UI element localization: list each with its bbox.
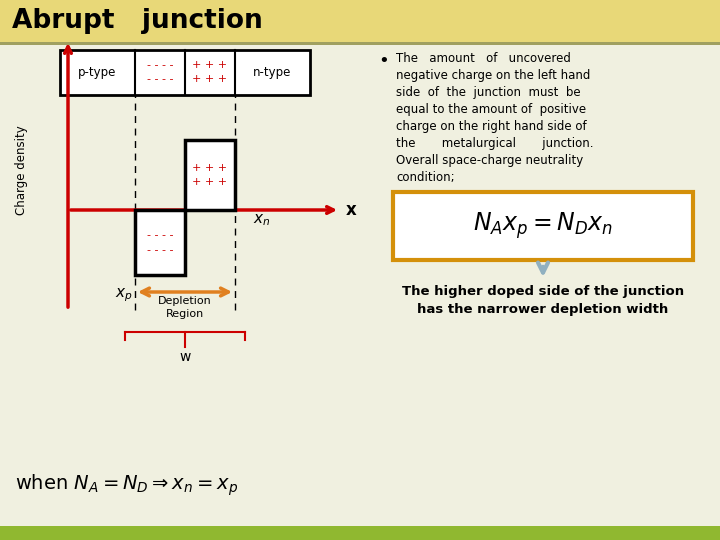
Bar bbox=[185, 140, 235, 210]
Bar bbox=[0, 0, 720, 42]
Text: charge on the right hand side of: charge on the right hand side of bbox=[396, 120, 587, 133]
Bar bbox=[60, 50, 310, 95]
Text: side  of  the  junction  must  be: side of the junction must be bbox=[396, 86, 580, 99]
Text: negative charge on the left hand: negative charge on the left hand bbox=[396, 69, 590, 82]
Text: The   amount   of   uncovered: The amount of uncovered bbox=[396, 52, 571, 65]
Text: - - - -
- - - -: - - - - - - - - bbox=[147, 60, 174, 84]
Text: $x_p$: $x_p$ bbox=[115, 286, 133, 304]
Text: equal to the amount of  positive: equal to the amount of positive bbox=[396, 103, 586, 116]
Text: - - - -
- - - -: - - - - - - - - bbox=[147, 230, 174, 255]
Text: + + +
+ + +: + + + + + + bbox=[192, 60, 228, 84]
Text: + + +
+ + +: + + + + + + bbox=[192, 163, 228, 187]
Text: Charge density: Charge density bbox=[16, 125, 29, 215]
Bar bbox=[135, 210, 185, 275]
Text: n-type: n-type bbox=[253, 66, 292, 79]
Text: $N_A x_p = N_D x_n$: $N_A x_p = N_D x_n$ bbox=[473, 211, 613, 241]
Text: x: x bbox=[346, 201, 356, 219]
Text: p-type: p-type bbox=[78, 66, 117, 79]
Text: $x_n$: $x_n$ bbox=[253, 212, 271, 228]
Bar bbox=[0, 526, 720, 540]
Text: condition;: condition; bbox=[396, 171, 454, 184]
Bar bbox=[0, 42, 720, 45]
Text: Abrupt   junction: Abrupt junction bbox=[12, 8, 263, 34]
Bar bbox=[393, 192, 693, 260]
Text: The higher doped side of the junction
has the narrower depletion width: The higher doped side of the junction ha… bbox=[402, 285, 684, 316]
Text: •: • bbox=[378, 52, 389, 70]
Text: Depletion
Region: Depletion Region bbox=[158, 296, 212, 319]
Text: w: w bbox=[179, 350, 191, 364]
Text: Overall space-charge neutrality: Overall space-charge neutrality bbox=[396, 154, 583, 167]
Text: when $N_A = N_D \Rightarrow x_n = x_p$: when $N_A = N_D \Rightarrow x_n = x_p$ bbox=[15, 472, 238, 498]
Text: the       metalurgical       junction.: the metalurgical junction. bbox=[396, 137, 593, 150]
